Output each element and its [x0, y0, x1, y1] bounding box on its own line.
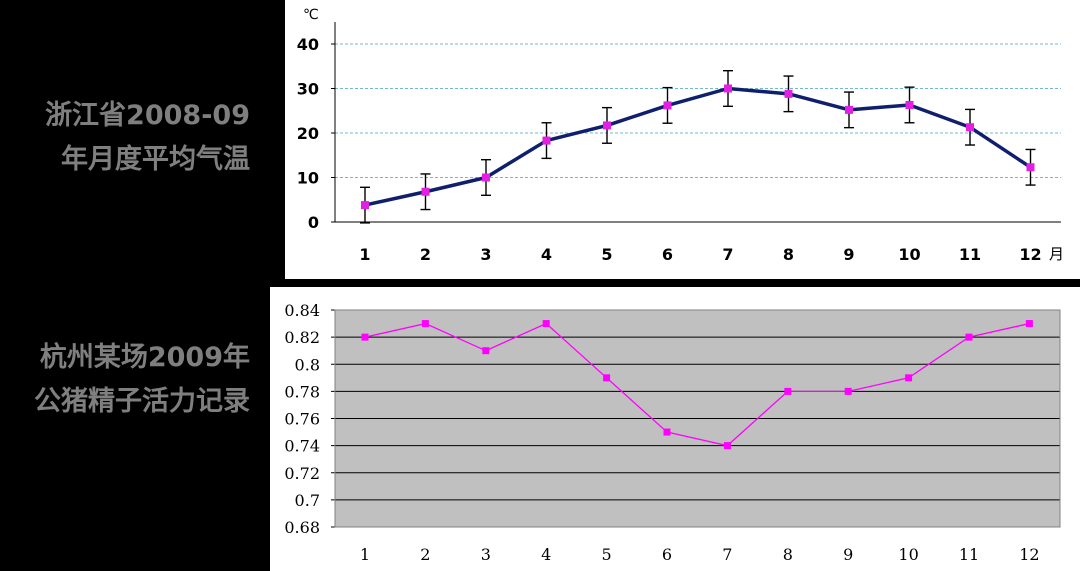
data-point	[905, 374, 913, 382]
y-tick-label: 0.78	[284, 382, 320, 401]
x-tick-label: 5	[602, 545, 612, 564]
x-tick-label: 4	[541, 245, 552, 264]
data-point	[482, 347, 490, 355]
x-axis-unit-label: 月	[1049, 245, 1064, 263]
x-tick-label: 1	[360, 545, 370, 564]
motility-series-line	[364, 322, 1030, 447]
y-tick-label: 0.74	[284, 437, 320, 456]
x-tick-label: 5	[601, 245, 612, 264]
x-tick-label: 12	[1019, 245, 1041, 264]
data-point	[1026, 163, 1035, 172]
chart1-side-title-line1: 浙江省2008-09	[45, 100, 250, 131]
data-point	[603, 374, 611, 382]
y-tick-label: 0	[308, 213, 319, 232]
x-tick-label: 10	[898, 545, 918, 564]
temperature-chart-panel: 0 10 20 30 40 ℃ 1 2 3 4 5 6 7 8 9 10 11 12 月	[285, 0, 1080, 279]
data-point	[723, 442, 731, 450]
x-tick-label: 9	[843, 245, 854, 264]
data-point	[724, 84, 732, 93]
x-tick-label: 6	[662, 245, 673, 264]
y-tick-label: 20	[297, 124, 319, 143]
x-tick-label: 8	[783, 245, 794, 264]
x-tick-label: 2	[420, 245, 431, 264]
x-tick-label: 10	[898, 245, 920, 264]
data-point	[361, 333, 369, 341]
x-tick-label: 8	[783, 545, 793, 564]
y-tick-label: 10	[297, 169, 319, 188]
y-tick-label: 0.76	[284, 410, 320, 429]
data-point	[361, 201, 369, 210]
chart1-side-title: 浙江省2008-09 年月度平均气温	[0, 94, 250, 182]
sperm-motility-chart: 0.680.70.720.740.760.780.80.820.841 2 3 4 5 6…	[284, 301, 1061, 564]
data-point	[965, 333, 973, 341]
data-point	[663, 101, 672, 110]
x-tick-label: 7	[722, 245, 733, 264]
data-point	[1025, 320, 1033, 328]
sperm-motility-chart-panel: 0.68 0.7 0.72 0.74 0.76 0.78 0.8 0.82 0.84 1 2 3 4 5 6…	[270, 287, 1080, 571]
data-point	[482, 173, 490, 182]
data-point	[603, 121, 611, 130]
y-tick-label: 0.72	[284, 464, 320, 483]
y-tick-label: 0.8	[295, 355, 320, 374]
x-tick-label: 6	[662, 545, 672, 564]
data-point	[784, 89, 793, 98]
data-point	[905, 100, 914, 109]
x-tick-label: 7	[722, 545, 732, 564]
y-tick-label: 30	[297, 80, 319, 99]
chart1-side-title-line2: 年月度平均气温	[61, 144, 250, 175]
chart2-side-title: 杭州某场2009年 公猪精子活力记录	[0, 336, 250, 424]
x-tick-label: 11	[959, 245, 981, 264]
x-tick-label: 2	[420, 545, 430, 564]
y-tick-label: 0.68	[284, 518, 320, 537]
x-tick-label: 12	[1019, 545, 1039, 564]
data-point	[784, 387, 792, 395]
data-point	[421, 320, 429, 328]
data-point	[542, 320, 550, 328]
data-point	[845, 105, 853, 114]
x-tick-label: 4	[541, 545, 551, 564]
y-tick-label: 0.7	[295, 491, 320, 510]
data-point	[421, 187, 430, 196]
y-tick-label: 40	[297, 35, 319, 54]
x-tick-label: 1	[359, 245, 370, 264]
chart2-side-title-line1: 杭州某场2009年	[39, 342, 250, 373]
data-point	[966, 123, 974, 132]
chart2-side-title-line2: 公猪精子活力记录	[34, 386, 250, 417]
y-axis-unit-label: ℃	[303, 7, 319, 23]
y-tick-label: 0.82	[284, 328, 320, 347]
data-point	[542, 136, 551, 145]
temperature-series-line	[364, 86, 1032, 207]
plot-border	[334, 309, 1061, 528]
data-point	[844, 387, 852, 395]
x-tick-label: 3	[480, 245, 491, 264]
x-tick-label: 11	[959, 545, 979, 564]
y-tick-label: 0.84	[284, 301, 320, 320]
x-tick-label: 3	[481, 545, 491, 564]
data-point	[663, 428, 671, 436]
x-tick-label: 9	[843, 545, 853, 564]
